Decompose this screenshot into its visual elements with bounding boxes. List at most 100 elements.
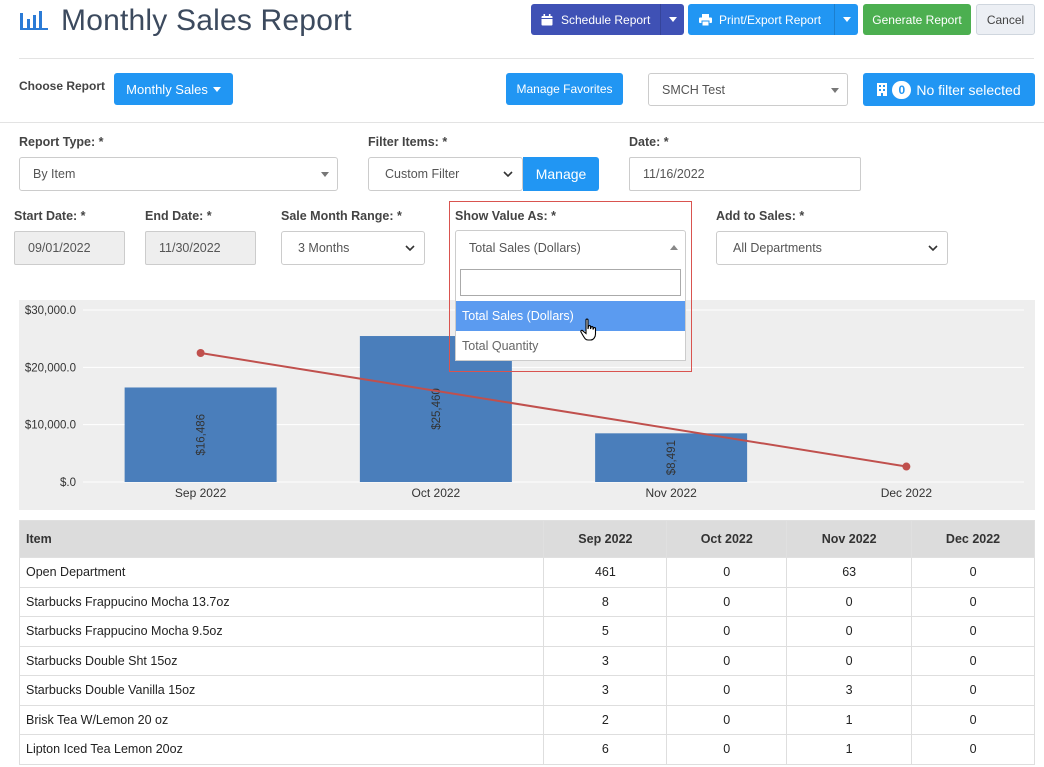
schedule-report-label: Schedule Report	[561, 12, 651, 27]
caret-down-icon	[321, 172, 329, 177]
value-cell: 0	[786, 645, 913, 676]
value-cell: 0	[911, 675, 1035, 706]
table-row: Open Department 461 0 63 0	[18, 557, 1035, 588]
table-row: Starbucks Double Vanilla 15oz 3 0 3 0	[18, 675, 1035, 706]
date-input[interactable]: 11/16/2022	[629, 157, 861, 191]
item-name-cell: Starbucks Frappucino Mocha 13.7oz	[18, 586, 545, 617]
caret-down-icon	[842, 17, 851, 22]
value-cell: 0	[786, 586, 913, 617]
choose-report-dropdown[interactable]: Monthly Sales	[114, 73, 233, 105]
date-label: Date: *	[629, 135, 669, 149]
store-select-value: SMCH Test	[662, 82, 725, 97]
chevron-down-icon	[503, 171, 513, 178]
item-name-cell: Open Department	[18, 557, 545, 588]
generate-report-button[interactable]: Generate Report	[863, 4, 971, 35]
page-title: Monthly Sales Report	[61, 4, 352, 37]
add-to-sales-label: Add to Sales: *	[716, 209, 805, 223]
filter-status-label: No filter selected	[916, 81, 1021, 98]
end-date-input: 11/30/2022	[145, 231, 256, 265]
choose-report-value: Monthly Sales	[126, 81, 208, 97]
value-cell: 0	[666, 616, 788, 647]
dropdown-option-total-quantity[interactable]: Total Quantity	[462, 339, 539, 353]
value-cell: 3	[543, 675, 668, 706]
add-to-sales-select[interactable]: All Departments	[716, 231, 948, 265]
manage-filter-button[interactable]: Manage	[523, 157, 599, 191]
add-to-sales-value: All Departments	[733, 241, 822, 255]
show-value-label: Show Value As: *	[455, 209, 556, 223]
choose-report-label: Choose Report	[19, 79, 106, 93]
sale-month-range-value: 3 Months	[298, 241, 350, 255]
column-header-sep: Sep 2022	[543, 520, 668, 558]
value-cell: 0	[911, 616, 1035, 647]
table-row: Starbucks Frappucino Mocha 9.5oz 5 0 0 0	[18, 616, 1035, 647]
caret-down-icon	[831, 87, 839, 93]
caret-down-icon	[668, 17, 677, 22]
value-cell: 0	[911, 704, 1035, 735]
schedule-report-dropdown[interactable]	[660, 4, 684, 35]
column-header-item: Item	[18, 520, 545, 558]
value-cell: 0	[911, 557, 1035, 588]
item-name-cell: Lipton Iced Tea Lemon 20oz	[18, 734, 545, 765]
report-type-value: By Item	[33, 167, 76, 181]
caret-up-icon	[670, 245, 678, 250]
value-cell: 0	[786, 616, 913, 647]
cancel-button[interactable]: Cancel	[976, 4, 1035, 35]
value-cell: 0	[666, 734, 788, 765]
print-export-button[interactable]: Print/Export Report	[688, 4, 858, 35]
print-export-label: Print/Export Report	[719, 12, 822, 27]
toolbar-divider	[0, 122, 1044, 123]
value-cell: 0	[911, 734, 1035, 765]
column-header-oct: Oct 2022	[666, 520, 788, 558]
value-cell: 0	[666, 704, 788, 735]
chevron-down-icon	[928, 245, 938, 252]
report-type-select[interactable]: By Item	[19, 157, 338, 191]
value-cell: 2	[543, 704, 668, 735]
filter-items-label: Filter Items: *	[368, 135, 448, 149]
table-row: Brisk Tea W/Lemon 20 oz 2 0 1 0	[18, 704, 1035, 735]
column-header-dec: Dec 2022	[911, 520, 1035, 558]
filter-status-button[interactable]: 0 No filter selected	[863, 73, 1035, 106]
table-row: Starbucks Frappucino Mocha 13.7oz 8 0 0 0	[18, 586, 1035, 617]
value-cell: 6	[543, 734, 668, 765]
value-cell: 461	[543, 557, 668, 588]
sale-month-range-label: Sale Month Range: *	[281, 209, 402, 223]
value-cell: 0	[666, 557, 788, 588]
table-row: Lipton Iced Tea Lemon 20oz 6 0 1 0	[18, 734, 1035, 765]
schedule-report-button[interactable]: Schedule Report	[531, 4, 684, 35]
filter-items-value: Custom Filter	[385, 167, 460, 181]
caret-down-icon	[212, 86, 221, 92]
start-date-input: 09/01/2022	[14, 231, 125, 265]
value-cell: 63	[786, 557, 913, 588]
highlight-box	[449, 201, 692, 372]
table-header-row: Item Sep 2022 Oct 2022 Nov 2022 Dec 2022	[18, 520, 1035, 558]
building-icon	[877, 83, 888, 96]
header-divider	[19, 58, 1034, 59]
hand-cursor-icon	[580, 318, 597, 341]
value-cell: 0	[666, 586, 788, 617]
value-cell: 0	[666, 675, 788, 706]
show-value-select[interactable]: Total Sales (Dollars)	[455, 230, 686, 265]
store-select[interactable]: SMCH Test	[648, 73, 848, 106]
value-cell: 0	[911, 645, 1035, 676]
filter-items-select[interactable]: Custom Filter	[368, 157, 523, 191]
sales-table: Item Sep 2022 Oct 2022 Nov 2022 Dec 2022…	[18, 520, 1035, 765]
calendar-icon	[541, 13, 553, 25]
report-type-label: Report Type: *	[19, 135, 104, 149]
table-row: Starbucks Double Sht 15oz 3 0 0 0	[18, 645, 1035, 676]
value-cell: 5	[543, 616, 668, 647]
print-icon	[699, 13, 712, 26]
print-export-dropdown[interactable]	[834, 4, 858, 35]
show-value-value: Total Sales (Dollars)	[469, 240, 581, 255]
dropdown-option-total-sales[interactable]: Total Sales (Dollars)	[456, 301, 685, 331]
value-cell: 0	[666, 645, 788, 676]
bar-chart-icon	[20, 11, 48, 30]
filter-count-badge: 0	[892, 80, 912, 99]
item-name-cell: Brisk Tea W/Lemon 20 oz	[18, 704, 545, 735]
value-cell: 0	[911, 586, 1035, 617]
value-cell: 1	[786, 704, 913, 735]
item-name-cell: Starbucks Frappucino Mocha 9.5oz	[18, 616, 545, 647]
dropdown-search-input[interactable]	[460, 269, 681, 296]
item-name-cell: Starbucks Double Vanilla 15oz	[18, 675, 545, 706]
sale-month-range-select[interactable]: 3 Months	[281, 231, 425, 265]
manage-favorites-button[interactable]: Manage Favorites	[506, 73, 623, 105]
